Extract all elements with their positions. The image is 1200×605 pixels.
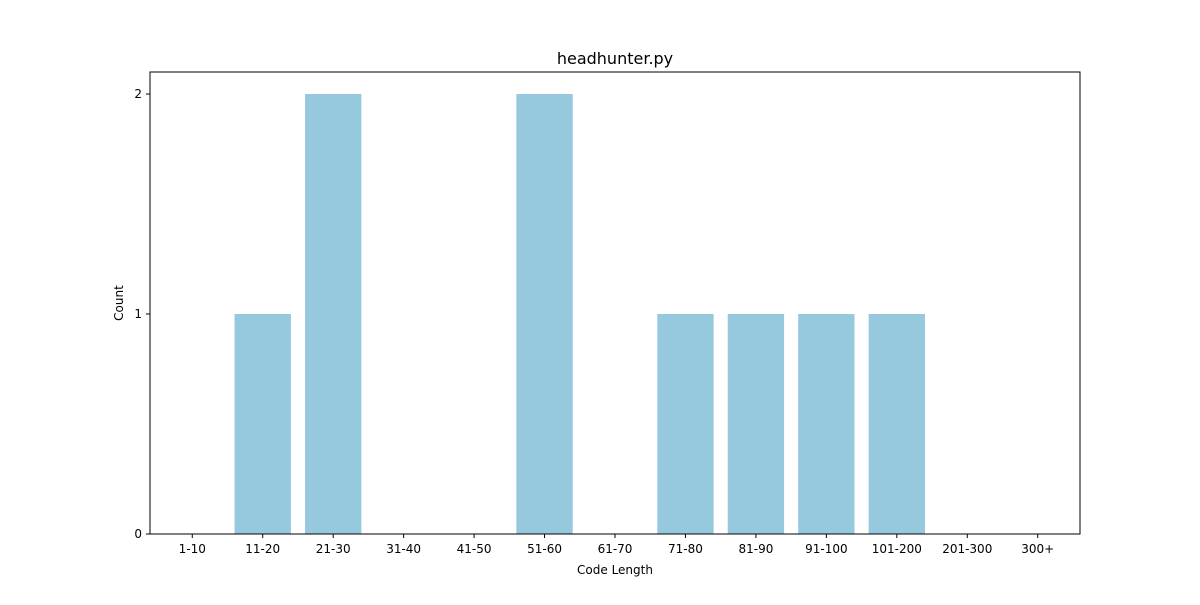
x-tick-label: 101-200 [872, 542, 922, 556]
y-axis-label: Count [112, 285, 126, 321]
x-axis-label: Code Length [577, 563, 653, 577]
bar-81-90 [727, 314, 785, 534]
x-tick-label: 300+ [1021, 542, 1054, 556]
x-tick-label: 61-70 [598, 542, 633, 556]
bar-51-60 [516, 94, 573, 534]
y-tick-label: 0 [134, 527, 142, 541]
y-tick-label: 1 [134, 307, 142, 321]
x-tick-label: 91-100 [805, 542, 848, 556]
bar-101-200 [868, 314, 925, 534]
x-tick-label: 21-30 [316, 542, 351, 556]
y-axis-ticks: 0 1 2 [134, 87, 150, 541]
x-tick-label: 81-90 [738, 542, 773, 556]
x-axis-ticks: 1-10 11-20 21-30 31-40 41-50 51-60 61-70 71-80 8… [179, 534, 1054, 556]
x-tick-label: 11-20 [245, 542, 280, 556]
bar-71-80 [657, 314, 714, 534]
bars [234, 94, 925, 534]
bar-21-30 [305, 94, 362, 534]
x-tick-label: 201-300 [942, 542, 992, 556]
x-tick-label: 1-10 [179, 542, 206, 556]
bar-11-20 [234, 314, 291, 534]
x-tick-label: 51-60 [527, 542, 562, 556]
x-tick-label: 41-50 [457, 542, 492, 556]
y-tick-label: 2 [134, 87, 142, 101]
x-tick-label: 71-80 [668, 542, 703, 556]
bar-91-100 [798, 314, 855, 534]
chart-title: headhunter.py [557, 49, 673, 68]
x-tick-label: 31-40 [386, 542, 421, 556]
